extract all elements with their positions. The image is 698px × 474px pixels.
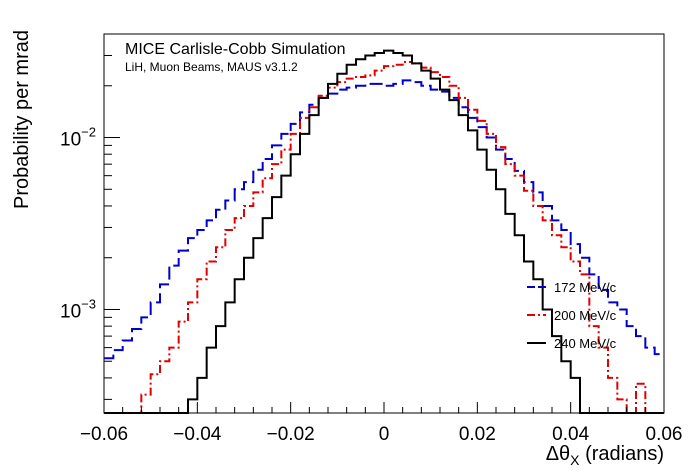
x-tick-label: −0.04 [173, 424, 222, 445]
y-tick-base: 10 [60, 130, 81, 151]
legend-label: 240 MeV/c [554, 336, 617, 351]
legend-label: 200 MeV/c [554, 308, 617, 323]
x-tick-label: 0.06 [646, 424, 683, 445]
x-tick-label: −0.06 [80, 424, 128, 445]
y-tick-base: 10 [60, 301, 81, 322]
y-tick-exponent: −2 [81, 125, 96, 140]
x-axis-title-subscript: X [570, 452, 580, 468]
x-axis-title: ΔθX (radians) [546, 443, 664, 468]
plot-frame [103, 33, 665, 414]
legend-label: 172 MeV/c [554, 280, 617, 295]
chart-title: MICE Carlisle-Cobb Simulation [125, 41, 346, 58]
y-axis-title: Probability per mrad [11, 30, 33, 209]
legend: 172 MeV/c 200 MeV/c 240 MeV/c [527, 280, 617, 351]
x-tick-label: 0 [379, 424, 390, 445]
series-line-0 [104, 79, 664, 360]
x-axis: −0.06 −0.04 −0.02 0 0.02 0.04 0.06 [80, 402, 683, 445]
chart-subtitle: LiH, Muon Beams, MAUS v3.1.2 [125, 60, 298, 74]
series-layer [104, 49, 664, 414]
series-line-2 [104, 49, 664, 414]
x-axis-title-symbol: Δθ [546, 443, 570, 465]
y-tick-label: 10−2 [60, 125, 96, 151]
x-tick-label: −0.02 [267, 424, 315, 445]
y-tick-label: 10−3 [60, 296, 96, 322]
series-line-1 [104, 60, 664, 414]
x-tick-label: 0.02 [459, 424, 496, 445]
y-tick-exponent: −3 [81, 296, 96, 311]
y-axis: 10−210−3 [60, 33, 120, 400]
x-tick-label: 0.04 [552, 424, 589, 445]
x-axis-title-unit: (radians) [580, 443, 664, 465]
